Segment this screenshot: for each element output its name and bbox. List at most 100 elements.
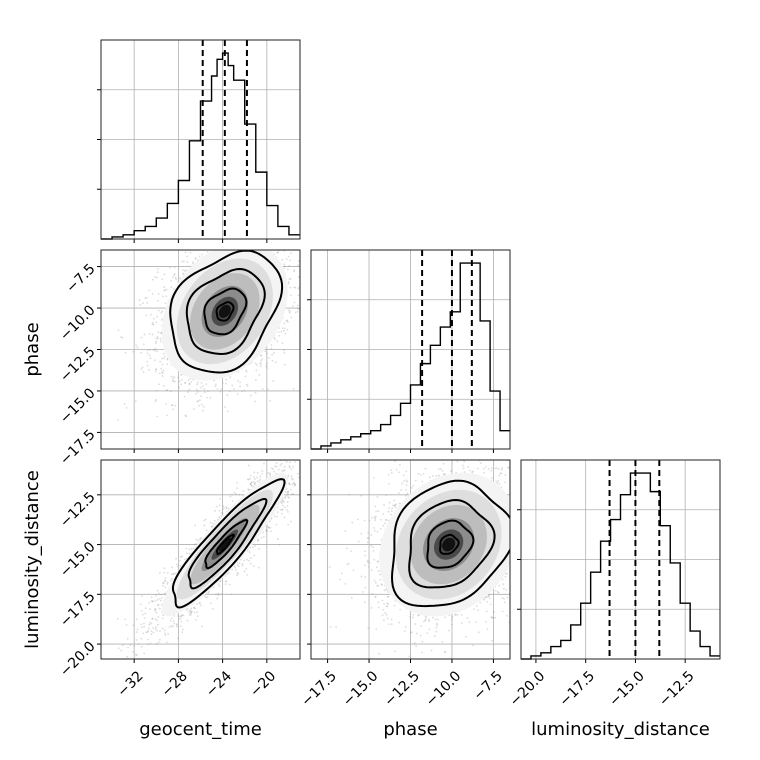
sample-point bbox=[294, 461, 297, 463]
sample-point bbox=[203, 391, 206, 394]
joint-content bbox=[101, 446, 302, 667]
sample-point bbox=[148, 348, 151, 351]
sample-point bbox=[148, 608, 151, 611]
sample-point bbox=[256, 364, 258, 366]
sample-point bbox=[270, 347, 273, 350]
sample-point bbox=[293, 270, 296, 273]
sample-point bbox=[188, 388, 191, 391]
marginal-phase bbox=[307, 249, 511, 453]
sample-point bbox=[300, 452, 302, 454]
sample-point bbox=[229, 495, 232, 498]
sample-point bbox=[266, 352, 268, 355]
sample-point bbox=[259, 365, 262, 368]
joint-geocent_time-luminosity_distance bbox=[97, 446, 302, 667]
sample-point bbox=[216, 597, 219, 600]
sample-point bbox=[215, 233, 217, 235]
sample-point bbox=[297, 260, 300, 262]
sample-point bbox=[250, 394, 252, 397]
sample-point bbox=[268, 526, 271, 529]
sample-point bbox=[140, 645, 143, 648]
sample-point bbox=[173, 622, 176, 625]
sample-point bbox=[155, 340, 158, 343]
sample-point bbox=[189, 610, 192, 613]
sample-point bbox=[177, 637, 179, 640]
sample-point bbox=[316, 260, 318, 262]
sample-point bbox=[253, 476, 255, 478]
sample-point bbox=[161, 278, 164, 281]
sample-point bbox=[205, 529, 208, 532]
sample-point bbox=[140, 637, 143, 640]
sample-point bbox=[287, 474, 290, 477]
sample-point bbox=[209, 521, 212, 524]
sample-point bbox=[154, 349, 156, 352]
sample-point bbox=[287, 255, 290, 258]
sample-point bbox=[169, 390, 172, 393]
sample-point bbox=[236, 393, 239, 395]
sample-point bbox=[148, 601, 150, 604]
sample-point bbox=[239, 381, 242, 384]
sample-point bbox=[154, 398, 157, 401]
sample-point bbox=[121, 644, 124, 646]
sample-point bbox=[286, 491, 289, 494]
sample-point bbox=[179, 615, 181, 618]
sample-point bbox=[256, 480, 259, 483]
sample-point bbox=[181, 555, 183, 558]
sample-point bbox=[292, 481, 295, 484]
sample-point bbox=[163, 289, 166, 291]
sample-point bbox=[196, 611, 198, 614]
sample-point bbox=[279, 243, 281, 245]
sample-point bbox=[295, 446, 297, 448]
sample-point bbox=[253, 554, 256, 557]
sample-point bbox=[282, 349, 285, 352]
sample-point bbox=[258, 239, 260, 241]
sample-point bbox=[159, 630, 161, 633]
sample-point bbox=[157, 293, 160, 295]
sample-point bbox=[258, 228, 260, 230]
sample-point bbox=[143, 343, 145, 346]
sample-point bbox=[134, 653, 137, 656]
sample-point bbox=[183, 395, 186, 398]
sample-point bbox=[211, 608, 214, 610]
joint-geocent_time-phase bbox=[97, 228, 326, 475]
sample-point bbox=[288, 496, 291, 499]
contour-line bbox=[215, 301, 235, 322]
sample-point bbox=[197, 539, 200, 542]
sample-point bbox=[147, 638, 149, 641]
sample-point bbox=[188, 611, 190, 614]
sample-point bbox=[168, 626, 171, 628]
sample-point bbox=[228, 583, 231, 586]
sample-point bbox=[201, 403, 203, 406]
sample-point bbox=[293, 269, 296, 272]
sample-point bbox=[159, 599, 162, 602]
sample-point bbox=[288, 483, 291, 485]
sample-point bbox=[186, 261, 189, 263]
sample-point bbox=[191, 610, 193, 613]
sample-point bbox=[173, 473, 175, 475]
sample-point bbox=[257, 566, 260, 569]
sample-point bbox=[140, 610, 143, 612]
sample-point bbox=[142, 632, 145, 635]
sample-point bbox=[266, 525, 269, 528]
sample-point bbox=[183, 260, 185, 263]
sample-point bbox=[159, 572, 161, 574]
sample-point bbox=[205, 596, 208, 599]
sample-point bbox=[324, 231, 326, 233]
sample-point bbox=[173, 274, 176, 277]
sample-point bbox=[171, 379, 174, 382]
sample-point bbox=[247, 488, 249, 491]
sample-point bbox=[161, 371, 164, 374]
sample-point bbox=[175, 278, 178, 281]
sample-point bbox=[246, 246, 248, 248]
sample-point bbox=[187, 391, 189, 393]
sample-point bbox=[203, 241, 205, 243]
sample-point bbox=[288, 242, 290, 244]
sample-point bbox=[198, 602, 201, 604]
sample-point bbox=[145, 314, 148, 317]
sample-point bbox=[290, 453, 292, 455]
sample-point bbox=[290, 475, 293, 478]
sample-point bbox=[137, 665, 139, 667]
sample-point bbox=[193, 607, 195, 609]
sample-point bbox=[180, 616, 183, 619]
sample-point bbox=[198, 399, 201, 402]
sample-point bbox=[262, 535, 265, 538]
